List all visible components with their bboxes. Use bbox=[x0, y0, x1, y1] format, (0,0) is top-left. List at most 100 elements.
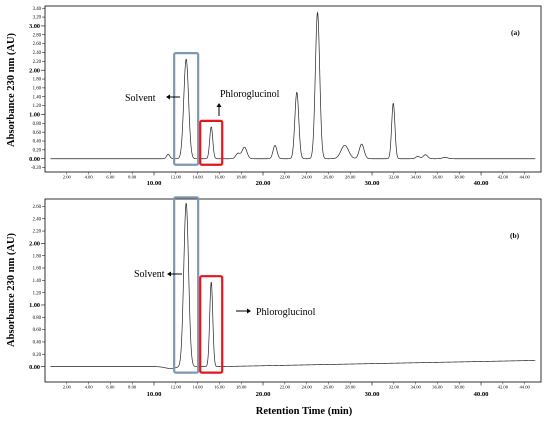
y-tick-label: 1.40 bbox=[33, 95, 42, 100]
y-major-tick-label: 2.00 bbox=[29, 241, 40, 248]
panel-a: -0.20 0.20 0.40 0.60 0.80 1.20 1.40 1.60 1.80 2.2… bbox=[29, 5, 542, 187]
x-tick-label: 44.00 bbox=[519, 175, 530, 180]
x-tick-label: 16.00 bbox=[214, 385, 225, 390]
x-tick-label: 24.00 bbox=[301, 175, 312, 180]
x-tick-label: 6.00 bbox=[106, 385, 115, 390]
x-major-tick-label: 10.00 bbox=[147, 180, 163, 187]
x-axis-title: Retention Time (min) bbox=[256, 406, 353, 417]
y-tick-label: 1.80 bbox=[33, 254, 42, 259]
y-tick-label: 2.20 bbox=[33, 60, 42, 65]
panel-a-label: (a) bbox=[511, 28, 520, 37]
y-tick-label: 2.40 bbox=[33, 217, 42, 222]
x-tick-label: 18.00 bbox=[236, 385, 247, 390]
x-tick-label: 26.00 bbox=[323, 385, 334, 390]
x-tick-label: 22.00 bbox=[280, 385, 291, 390]
x-tick-label: 14.00 bbox=[192, 175, 203, 180]
y-axis-title-b: Absorbance 230 nm (AU) bbox=[6, 232, 17, 347]
panel-b-solvent-box bbox=[173, 196, 200, 374]
panel-b-x-ticks: 2.00 4.00 6.00 8.00 12.00 14.00 16.00 18.00 22.0… bbox=[63, 382, 531, 398]
panel-a-phloro-arrowhead bbox=[216, 103, 222, 107]
y-axis-title-a: Absorbance 230 nm (AU) bbox=[6, 32, 17, 147]
panel-b-frame bbox=[44, 198, 542, 383]
y-tick-label: 1.40 bbox=[33, 279, 42, 284]
y-tick-label: 3.40 bbox=[33, 7, 42, 12]
x-tick-label: 28.00 bbox=[345, 175, 356, 180]
y-tick-label: 0.40 bbox=[33, 341, 42, 346]
x-tick-label: 38.00 bbox=[454, 385, 465, 390]
y-tick-label: 2.20 bbox=[33, 230, 42, 235]
y-tick-label: -0.20 bbox=[31, 166, 42, 171]
x-tick-label: 12.00 bbox=[171, 175, 182, 180]
panel-b-phloro-arrowhead bbox=[247, 308, 251, 314]
panel-a-trace bbox=[50, 11, 536, 160]
x-tick-label: 8.00 bbox=[128, 175, 137, 180]
panel-b-trace bbox=[50, 203, 536, 369]
y-major-tick-label: 2.00 bbox=[29, 67, 40, 74]
panel-b-solvent-label: Solvent bbox=[134, 269, 165, 280]
y-major-tick-label: 1.00 bbox=[29, 112, 40, 119]
y-tick-label: 0.40 bbox=[33, 140, 42, 145]
x-tick-label: 38.00 bbox=[454, 175, 465, 180]
y-major-tick-label: 0.00 bbox=[29, 156, 40, 163]
y-tick-label: 0.80 bbox=[33, 122, 42, 127]
y-major-tick-label: 0.00 bbox=[29, 364, 40, 371]
y-tick-label: 2.60 bbox=[33, 42, 42, 47]
x-major-tick-label: 30.00 bbox=[365, 391, 381, 398]
x-tick-label: 2.00 bbox=[63, 385, 72, 390]
x-tick-label: 2.00 bbox=[63, 175, 72, 180]
y-tick-label: 3.20 bbox=[33, 16, 42, 21]
y-tick-label: 0.20 bbox=[33, 353, 42, 358]
y-tick-label: 2.40 bbox=[33, 51, 42, 56]
panel-b-solvent-arrowhead bbox=[167, 271, 171, 277]
x-tick-label: 42.00 bbox=[498, 385, 509, 390]
x-tick-label: 22.00 bbox=[280, 175, 291, 180]
panel-b: 0.20 0.40 0.60 0.80 1.20 1.40 1.60 1.80 2.20 2.40… bbox=[29, 196, 542, 398]
panel-b-phloroglucinol-box bbox=[199, 275, 224, 374]
x-tick-label: 28.00 bbox=[345, 385, 356, 390]
x-tick-label: 36.00 bbox=[432, 385, 443, 390]
x-tick-label: 6.00 bbox=[106, 175, 115, 180]
x-tick-label: 14.00 bbox=[192, 385, 203, 390]
x-major-tick-label: 40.00 bbox=[474, 180, 490, 187]
y-tick-label: 1.20 bbox=[33, 291, 42, 296]
y-tick-label: 1.80 bbox=[33, 78, 42, 83]
panel-a-solvent-arrowhead bbox=[166, 94, 170, 100]
y-major-tick-label: 3.00 bbox=[29, 23, 40, 30]
y-tick-label: 1.60 bbox=[33, 86, 42, 91]
panel-a-x-ticks: 2.00 4.00 6.00 8.00 12.00 14.00 16.00 18.00 22.0… bbox=[63, 172, 531, 187]
x-tick-label: 24.00 bbox=[301, 385, 312, 390]
x-tick-label: 4.00 bbox=[85, 175, 94, 180]
y-tick-label: 2.80 bbox=[33, 33, 42, 38]
x-major-tick-label: 20.00 bbox=[256, 391, 272, 398]
panel-a-frame bbox=[44, 5, 542, 173]
x-tick-label: 16.00 bbox=[214, 175, 225, 180]
y-tick-label: 2.60 bbox=[33, 205, 42, 210]
x-tick-label: 36.00 bbox=[432, 175, 443, 180]
panel-b-y-ticks: 0.20 0.40 0.60 0.80 1.20 1.40 1.60 1.80 2.20 2.40… bbox=[29, 205, 45, 371]
x-tick-label: 18.00 bbox=[236, 175, 247, 180]
y-tick-label: 1.20 bbox=[33, 104, 42, 109]
x-tick-label: 12.00 bbox=[171, 385, 182, 390]
x-tick-label: 26.00 bbox=[323, 175, 334, 180]
y-tick-label: 0.80 bbox=[33, 316, 42, 321]
panel-a-phloroglucinol-label: Phloroglucinol bbox=[220, 89, 280, 100]
panel-a-solvent-label: Solvent bbox=[125, 93, 156, 104]
x-major-tick-label: 10.00 bbox=[147, 391, 163, 398]
x-major-tick-label: 30.00 bbox=[365, 180, 381, 187]
panel-a-solvent-box bbox=[173, 52, 200, 166]
panel-a-y-ticks: -0.20 0.20 0.40 0.60 0.80 1.20 1.40 1.60 1.80 2.2… bbox=[29, 7, 45, 171]
panel-b-label: (b) bbox=[510, 231, 520, 240]
x-major-tick-label: 20.00 bbox=[256, 180, 272, 187]
x-tick-label: 4.00 bbox=[85, 385, 94, 390]
x-tick-label: 34.00 bbox=[410, 385, 421, 390]
panel-a-phloroglucinol-box bbox=[199, 119, 224, 166]
x-tick-label: 44.00 bbox=[519, 385, 530, 390]
y-major-tick-label: 1.00 bbox=[29, 302, 40, 309]
x-major-tick-label: 40.00 bbox=[474, 391, 490, 398]
y-tick-label: 0.20 bbox=[33, 148, 42, 153]
x-tick-label: 32.00 bbox=[389, 175, 400, 180]
y-tick-label: 1.60 bbox=[33, 267, 42, 272]
y-tick-label: 0.60 bbox=[33, 328, 42, 333]
y-tick-label: 0.60 bbox=[33, 131, 42, 136]
